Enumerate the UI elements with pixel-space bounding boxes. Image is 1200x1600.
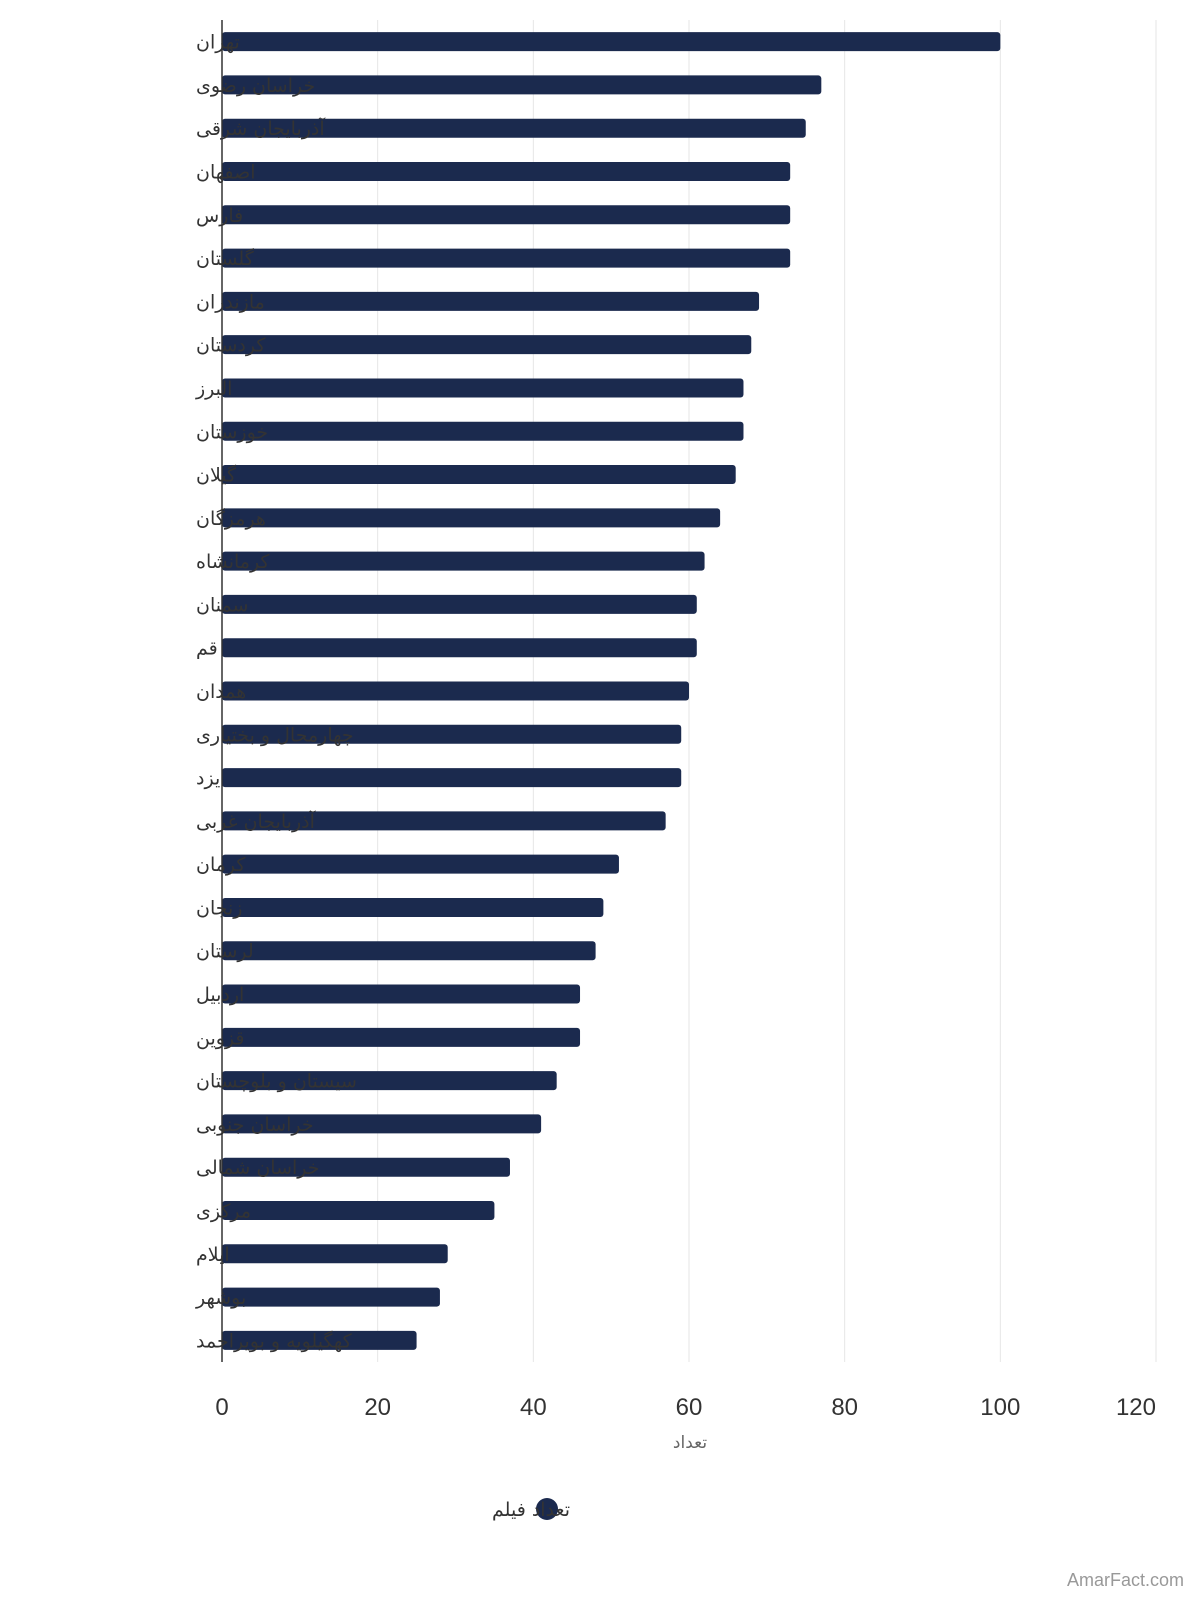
x-tick-label-80: 80	[831, 1394, 858, 1421]
x-tick-label-60: 60	[676, 1394, 703, 1421]
bar-25[interactable]	[222, 1114, 542, 1134]
bar-28[interactable]	[222, 1244, 448, 1264]
bars	[222, 32, 1001, 1350]
legend[interactable]: تعداد فیلم	[492, 1498, 570, 1521]
category-label-21: لرستان	[196, 941, 254, 963]
bar-26[interactable]	[222, 1157, 510, 1177]
x-tick-label-40: 40	[520, 1394, 547, 1421]
category-label-2: آذربایجان شرقی	[196, 116, 325, 140]
bar-8[interactable]	[222, 378, 744, 398]
category-label-20: زنجان	[196, 897, 242, 919]
category-label-22: اردبیل	[196, 984, 244, 1006]
bar-24[interactable]	[222, 1071, 557, 1091]
bar-19[interactable]	[222, 854, 619, 874]
bar-6[interactable]	[222, 291, 760, 311]
bar-1[interactable]	[222, 75, 822, 95]
category-label-27: مرکزی	[196, 1200, 251, 1222]
bar-3[interactable]	[222, 162, 791, 182]
bar-4[interactable]	[222, 205, 791, 225]
category-label-9: خوزستان	[196, 421, 268, 443]
category-label-1: خراسان رضوی	[196, 75, 315, 97]
x-tick-label-20: 20	[364, 1394, 391, 1421]
category-label-25: خراسان جنوبی	[196, 1114, 314, 1136]
bar-27[interactable]	[222, 1200, 495, 1220]
bar-9[interactable]	[222, 421, 744, 441]
category-label-0: تهران	[196, 32, 240, 54]
category-label-17: یزد	[196, 768, 220, 790]
category-label-6: مازندران	[196, 291, 265, 313]
category-labels: تهران خراسان رضوی آذربایجان شرقی اصفهان فارس…	[195, 32, 357, 1353]
category-label-16: چهارمحال و بختیاری	[196, 724, 354, 746]
bar-10[interactable]	[222, 465, 736, 485]
category-label-12: کرمانشاه	[196, 551, 270, 573]
bar-18[interactable]	[222, 811, 666, 831]
credit-text[interactable]: AmarFact.com	[1067, 1570, 1184, 1590]
x-axis-title: تعداد	[673, 1433, 707, 1453]
bar-7[interactable]	[222, 335, 752, 355]
category-label-24: سیستان و بلوچستان	[196, 1071, 357, 1093]
category-label-5: گلستان	[196, 247, 255, 270]
bar-12[interactable]	[222, 551, 705, 571]
x-axis-ticks: 0 20 40 60 80 100 120	[215, 1394, 1156, 1421]
bar-23[interactable]	[222, 1027, 581, 1047]
category-label-29: بوشهر	[195, 1287, 246, 1309]
category-label-8: البرز	[195, 378, 232, 400]
category-label-3: اصفهان	[196, 162, 256, 184]
bar-2[interactable]	[222, 118, 806, 138]
legend-label[interactable]: تعداد فیلم	[492, 1499, 570, 1521]
x-tick-label-120: 120	[1116, 1394, 1156, 1421]
legend-marker[interactable]	[536, 1498, 558, 1520]
bar-14[interactable]	[222, 638, 697, 658]
category-label-14: قم	[196, 638, 218, 660]
x-tick-label-100: 100	[980, 1394, 1020, 1421]
category-label-18: آذربایجان غربی	[196, 809, 316, 833]
category-label-30: کهگیلویه و بویراحمد	[196, 1329, 353, 1352]
category-label-10: گیلان	[196, 464, 237, 487]
category-label-28: ایلام	[196, 1244, 230, 1266]
bar-16[interactable]	[222, 724, 682, 744]
category-label-15: همدان	[196, 681, 246, 703]
bar-22[interactable]	[222, 984, 581, 1004]
bar-11[interactable]	[222, 508, 721, 528]
bar-29[interactable]	[222, 1287, 440, 1307]
category-label-11: هرمزگان	[196, 507, 266, 530]
category-label-19: کرمان	[196, 854, 246, 876]
category-label-23: قزوین	[196, 1027, 245, 1049]
category-label-26: خراسان شمالی	[196, 1157, 320, 1179]
bar-0[interactable]	[222, 32, 1001, 52]
bar-5[interactable]	[222, 248, 791, 268]
bar-15[interactable]	[222, 681, 689, 701]
category-label-7: کردستان	[196, 335, 266, 357]
bar-20[interactable]	[222, 897, 604, 917]
bar-30[interactable]	[222, 1330, 417, 1350]
bar-17[interactable]	[222, 768, 682, 788]
category-label-4: فارس	[196, 205, 243, 227]
bar-21[interactable]	[222, 941, 596, 961]
x-tick-label-0: 0	[215, 1394, 228, 1421]
bar-13[interactable]	[222, 594, 697, 614]
